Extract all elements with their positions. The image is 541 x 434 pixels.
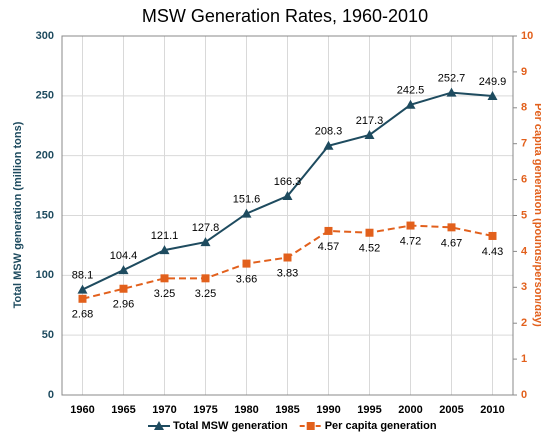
x-tick-label: 1960 — [70, 404, 94, 416]
y-tick-label: 200 — [36, 150, 54, 162]
x-tick-label: 1970 — [152, 404, 176, 416]
y2-axis-label: Per capita generation (pounds/person/day… — [532, 103, 541, 327]
marker — [447, 223, 456, 232]
data-label: 242.5 — [397, 85, 425, 97]
legend-marker — [154, 421, 164, 430]
y2-tick-label: 4 — [521, 245, 528, 257]
y2-tick-label: 9 — [521, 66, 527, 78]
marker — [119, 284, 128, 293]
x-tick-label: 1975 — [193, 404, 217, 416]
marker — [364, 129, 375, 139]
data-label: 249.9 — [479, 76, 507, 88]
data-label: 88.1 — [72, 269, 93, 281]
x-tick-label: 1995 — [357, 404, 381, 416]
y-tick-label: 250 — [36, 90, 54, 102]
x-tick-label: 1985 — [275, 404, 299, 416]
marker — [365, 228, 374, 237]
marker — [200, 237, 211, 247]
data-label: 4.72 — [400, 235, 421, 247]
legend-label: Total MSW generation — [173, 420, 288, 432]
marker — [446, 87, 457, 97]
y2-tick-label: 7 — [521, 138, 527, 150]
data-label: 151.6 — [233, 193, 261, 205]
marker — [488, 231, 497, 240]
marker — [160, 274, 169, 283]
marker — [406, 221, 415, 230]
x-tick-label: 2010 — [480, 404, 504, 416]
y-tick-label: 150 — [36, 209, 54, 221]
data-label: 208.3 — [315, 126, 343, 138]
data-label: 4.43 — [482, 246, 503, 258]
y2-tick-label: 6 — [521, 174, 527, 186]
chart-title: MSW Generation Rates, 1960-2010 — [142, 6, 428, 26]
marker — [405, 99, 416, 109]
y2-tick-label: 10 — [521, 30, 533, 42]
marker — [159, 245, 170, 255]
y-tick-label: 50 — [42, 329, 54, 341]
legend-marker — [306, 422, 315, 430]
data-label: 166.3 — [274, 176, 302, 188]
data-label: 127.8 — [192, 222, 220, 234]
x-tick-label: 1990 — [316, 404, 340, 416]
y2-tick-label: 3 — [521, 281, 527, 293]
y2-tick-label: 5 — [521, 209, 527, 221]
marker — [78, 294, 87, 303]
data-label: 3.66 — [236, 274, 257, 286]
data-label: 4.52 — [359, 243, 380, 255]
y-tick-label: 300 — [36, 30, 54, 42]
data-label: 3.83 — [277, 267, 298, 279]
marker — [118, 265, 129, 275]
plot-frame — [61, 35, 514, 396]
x-tick-label: 2000 — [398, 404, 422, 416]
y2-tick-label: 8 — [521, 102, 527, 114]
x-tick-label: 1980 — [234, 404, 258, 416]
y-tick-label: 100 — [36, 269, 54, 281]
marker — [487, 90, 498, 100]
marker — [323, 140, 334, 150]
data-label: 2.96 — [113, 299, 134, 311]
data-label: 252.7 — [438, 73, 466, 85]
y2-tick-label: 2 — [521, 317, 527, 329]
data-label: 3.25 — [195, 288, 216, 300]
marker — [201, 274, 210, 283]
data-label: 4.67 — [441, 237, 462, 249]
x-tick-label: 1965 — [111, 404, 135, 416]
data-label: 121.1 — [151, 230, 179, 242]
data-label: 217.3 — [356, 115, 384, 127]
marker — [77, 284, 88, 294]
y2-tick-label: 1 — [521, 353, 527, 365]
y-tick-label: 0 — [48, 389, 54, 401]
y-axis-label: Total MSW generation (million tons) — [12, 121, 24, 308]
data-label: 3.25 — [154, 288, 175, 300]
marker — [283, 253, 292, 262]
y2-tick-label: 0 — [521, 389, 527, 401]
legend-label: Per capita generation — [325, 420, 437, 432]
marker — [242, 259, 251, 268]
data-label: 2.68 — [72, 309, 93, 321]
marker — [324, 226, 333, 235]
data-label: 104.4 — [110, 250, 138, 262]
marker — [282, 190, 293, 200]
marker — [241, 208, 252, 218]
x-tick-label: 2005 — [439, 404, 463, 416]
data-label: 4.57 — [318, 241, 339, 253]
